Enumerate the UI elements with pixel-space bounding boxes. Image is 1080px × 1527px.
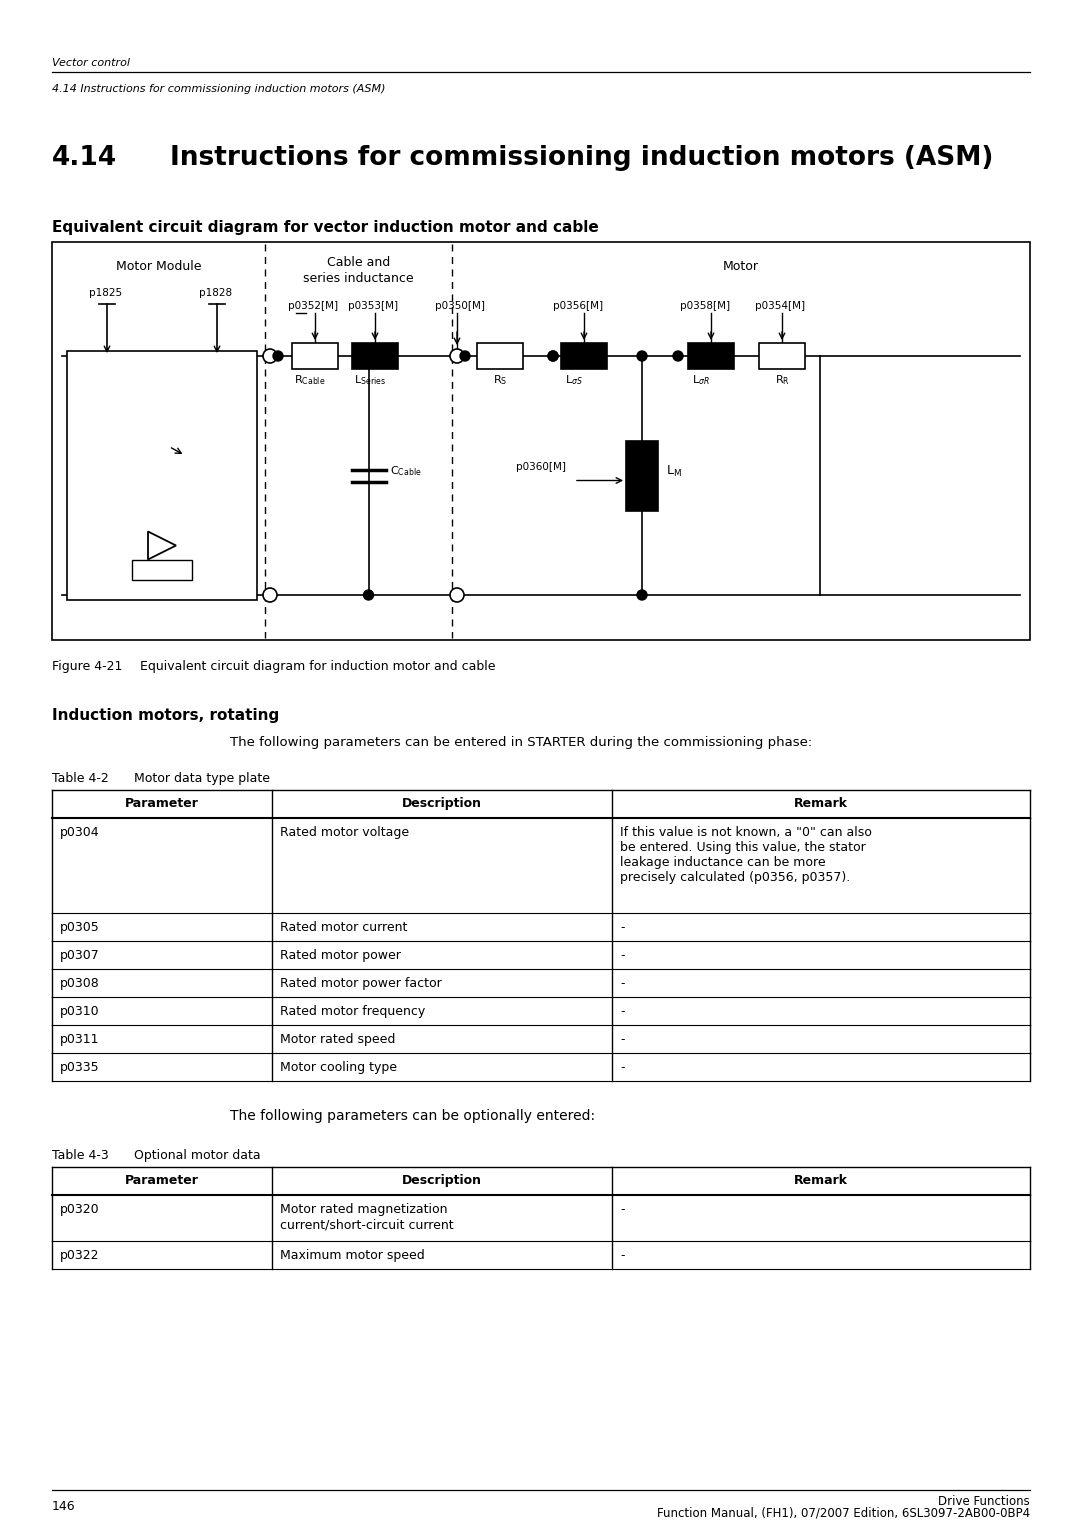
Bar [561, 344, 607, 370]
Bar [52, 241, 1030, 640]
Text: Table 4-2: Table 4-2 [52, 773, 109, 785]
Text: Parameter: Parameter [125, 797, 199, 809]
Text: L$_{\rm M}$: L$_{\rm M}$ [666, 464, 681, 479]
Text: Function Manual, (FH1), 07/2007 Edition, 6SL3097-2AB00-0BP4: Function Manual, (FH1), 07/2007 Edition,… [657, 1507, 1030, 1519]
Text: Induction motors, rotating: Induction motors, rotating [52, 709, 280, 722]
Text: Motor data type plate: Motor data type plate [134, 773, 270, 785]
Circle shape [548, 351, 558, 360]
Text: Motor rated speed: Motor rated speed [280, 1032, 395, 1046]
Text: L$_{\sigma R}$: L$_{\sigma R}$ [692, 373, 710, 386]
Text: p0353[M]: p0353[M] [348, 301, 399, 312]
Text: If this value is not known, a "0" can also
be entered. Using this value, the sta: If this value is not known, a "0" can al… [620, 826, 872, 884]
Text: R$_{\rm S}$: R$_{\rm S}$ [492, 373, 508, 386]
Circle shape [450, 588, 464, 602]
Text: 146: 146 [52, 1500, 76, 1513]
Circle shape [264, 588, 276, 602]
Circle shape [364, 351, 374, 360]
Text: -: - [620, 1032, 624, 1046]
Text: L$_{\sigma S}$: L$_{\sigma S}$ [565, 373, 583, 386]
Text: -: - [620, 977, 624, 989]
Text: Parameter: Parameter [125, 1174, 199, 1186]
Text: -: - [620, 921, 624, 935]
Text: Equivalent circuit diagram for induction motor and cable: Equivalent circuit diagram for induction… [140, 660, 496, 673]
Text: Rated motor voltage: Rated motor voltage [280, 826, 409, 838]
Text: 4.14: 4.14 [52, 145, 117, 171]
Text: p0308: p0308 [60, 977, 99, 989]
Text: C$_{\rm Cable}$: C$_{\rm Cable}$ [390, 464, 421, 478]
Text: -: - [620, 948, 624, 962]
Text: Equivalent circuit diagram for vector induction motor and cable: Equivalent circuit diagram for vector in… [52, 220, 598, 235]
Text: -: - [620, 1005, 624, 1019]
Text: p0360[M]: p0360[M] [516, 461, 566, 472]
Text: The following parameters can be entered in STARTER during the commissioning phas: The following parameters can be entered … [230, 736, 812, 750]
Text: Motor Module: Motor Module [116, 260, 201, 273]
Bar [292, 344, 338, 370]
Text: p0322: p0322 [60, 1249, 99, 1261]
Bar [688, 344, 734, 370]
Circle shape [264, 350, 276, 363]
Text: R$_{\rm Cable}$: R$_{\rm Cable}$ [294, 373, 325, 386]
Bar [352, 344, 399, 370]
Text: Rated motor frequency: Rated motor frequency [280, 1005, 426, 1019]
Text: Motor cooling type: Motor cooling type [280, 1061, 397, 1073]
Text: Motor: Motor [723, 260, 759, 273]
Text: L$_{\rm Series}$: L$_{\rm Series}$ [354, 373, 386, 386]
Circle shape [637, 351, 647, 360]
Text: p0358[M]: p0358[M] [680, 301, 730, 312]
Text: Rated motor current: Rated motor current [280, 921, 407, 935]
Circle shape [548, 351, 558, 360]
Polygon shape [148, 531, 176, 559]
Circle shape [450, 350, 464, 363]
Text: p0356[M]: p0356[M] [553, 301, 603, 312]
Text: Figure 4-21: Figure 4-21 [52, 660, 122, 673]
Text: p0352[M]: p0352[M] [288, 301, 338, 312]
Bar [759, 344, 805, 370]
Text: Rated motor power: Rated motor power [280, 948, 401, 962]
Text: p0335: p0335 [60, 1061, 99, 1073]
Text: p1825: p1825 [89, 289, 122, 298]
Circle shape [273, 351, 283, 360]
Bar [67, 351, 257, 600]
Text: Remark: Remark [794, 1174, 848, 1186]
Text: Cable and: Cable and [327, 257, 390, 269]
Text: p0311: p0311 [60, 1032, 99, 1046]
Circle shape [460, 351, 470, 360]
Text: Optional motor data: Optional motor data [134, 1148, 260, 1162]
Text: p0307: p0307 [60, 948, 99, 962]
Text: p0305: p0305 [60, 921, 99, 935]
Circle shape [637, 589, 647, 600]
Text: Vector control: Vector control [52, 58, 130, 69]
Text: p0354[M]: p0354[M] [755, 301, 805, 312]
Text: Remark: Remark [794, 797, 848, 809]
Text: The following parameters can be optionally entered:: The following parameters can be optional… [230, 1109, 595, 1122]
Circle shape [364, 589, 374, 600]
Text: Drive Functions: Drive Functions [939, 1495, 1030, 1509]
Text: R$_{\rm R}$: R$_{\rm R}$ [774, 373, 789, 386]
Text: Description: Description [402, 1174, 482, 1186]
Text: p0304: p0304 [60, 826, 99, 838]
Bar [132, 560, 192, 580]
Text: p1828: p1828 [199, 289, 232, 298]
Text: Maximum motor speed: Maximum motor speed [280, 1249, 424, 1261]
Text: p0350[M]: p0350[M] [435, 301, 485, 312]
Bar [626, 440, 658, 510]
Text: series inductance: series inductance [303, 272, 414, 286]
Text: Instructions for commissioning induction motors (ASM): Instructions for commissioning induction… [170, 145, 994, 171]
Circle shape [673, 351, 683, 360]
Text: -: - [620, 1249, 624, 1261]
Text: Description: Description [402, 797, 482, 809]
Text: Table 4-3: Table 4-3 [52, 1148, 109, 1162]
Bar [477, 344, 523, 370]
Text: -: - [620, 1061, 624, 1073]
Text: p0310: p0310 [60, 1005, 99, 1019]
Text: p0320: p0320 [60, 1203, 99, 1215]
Text: Rated motor power factor: Rated motor power factor [280, 977, 442, 989]
Text: Motor rated magnetization
current/short-circuit current: Motor rated magnetization current/short-… [280, 1203, 454, 1231]
Text: -: - [620, 1203, 624, 1215]
Text: 4.14 Instructions for commissioning induction motors (ASM): 4.14 Instructions for commissioning indu… [52, 84, 386, 95]
